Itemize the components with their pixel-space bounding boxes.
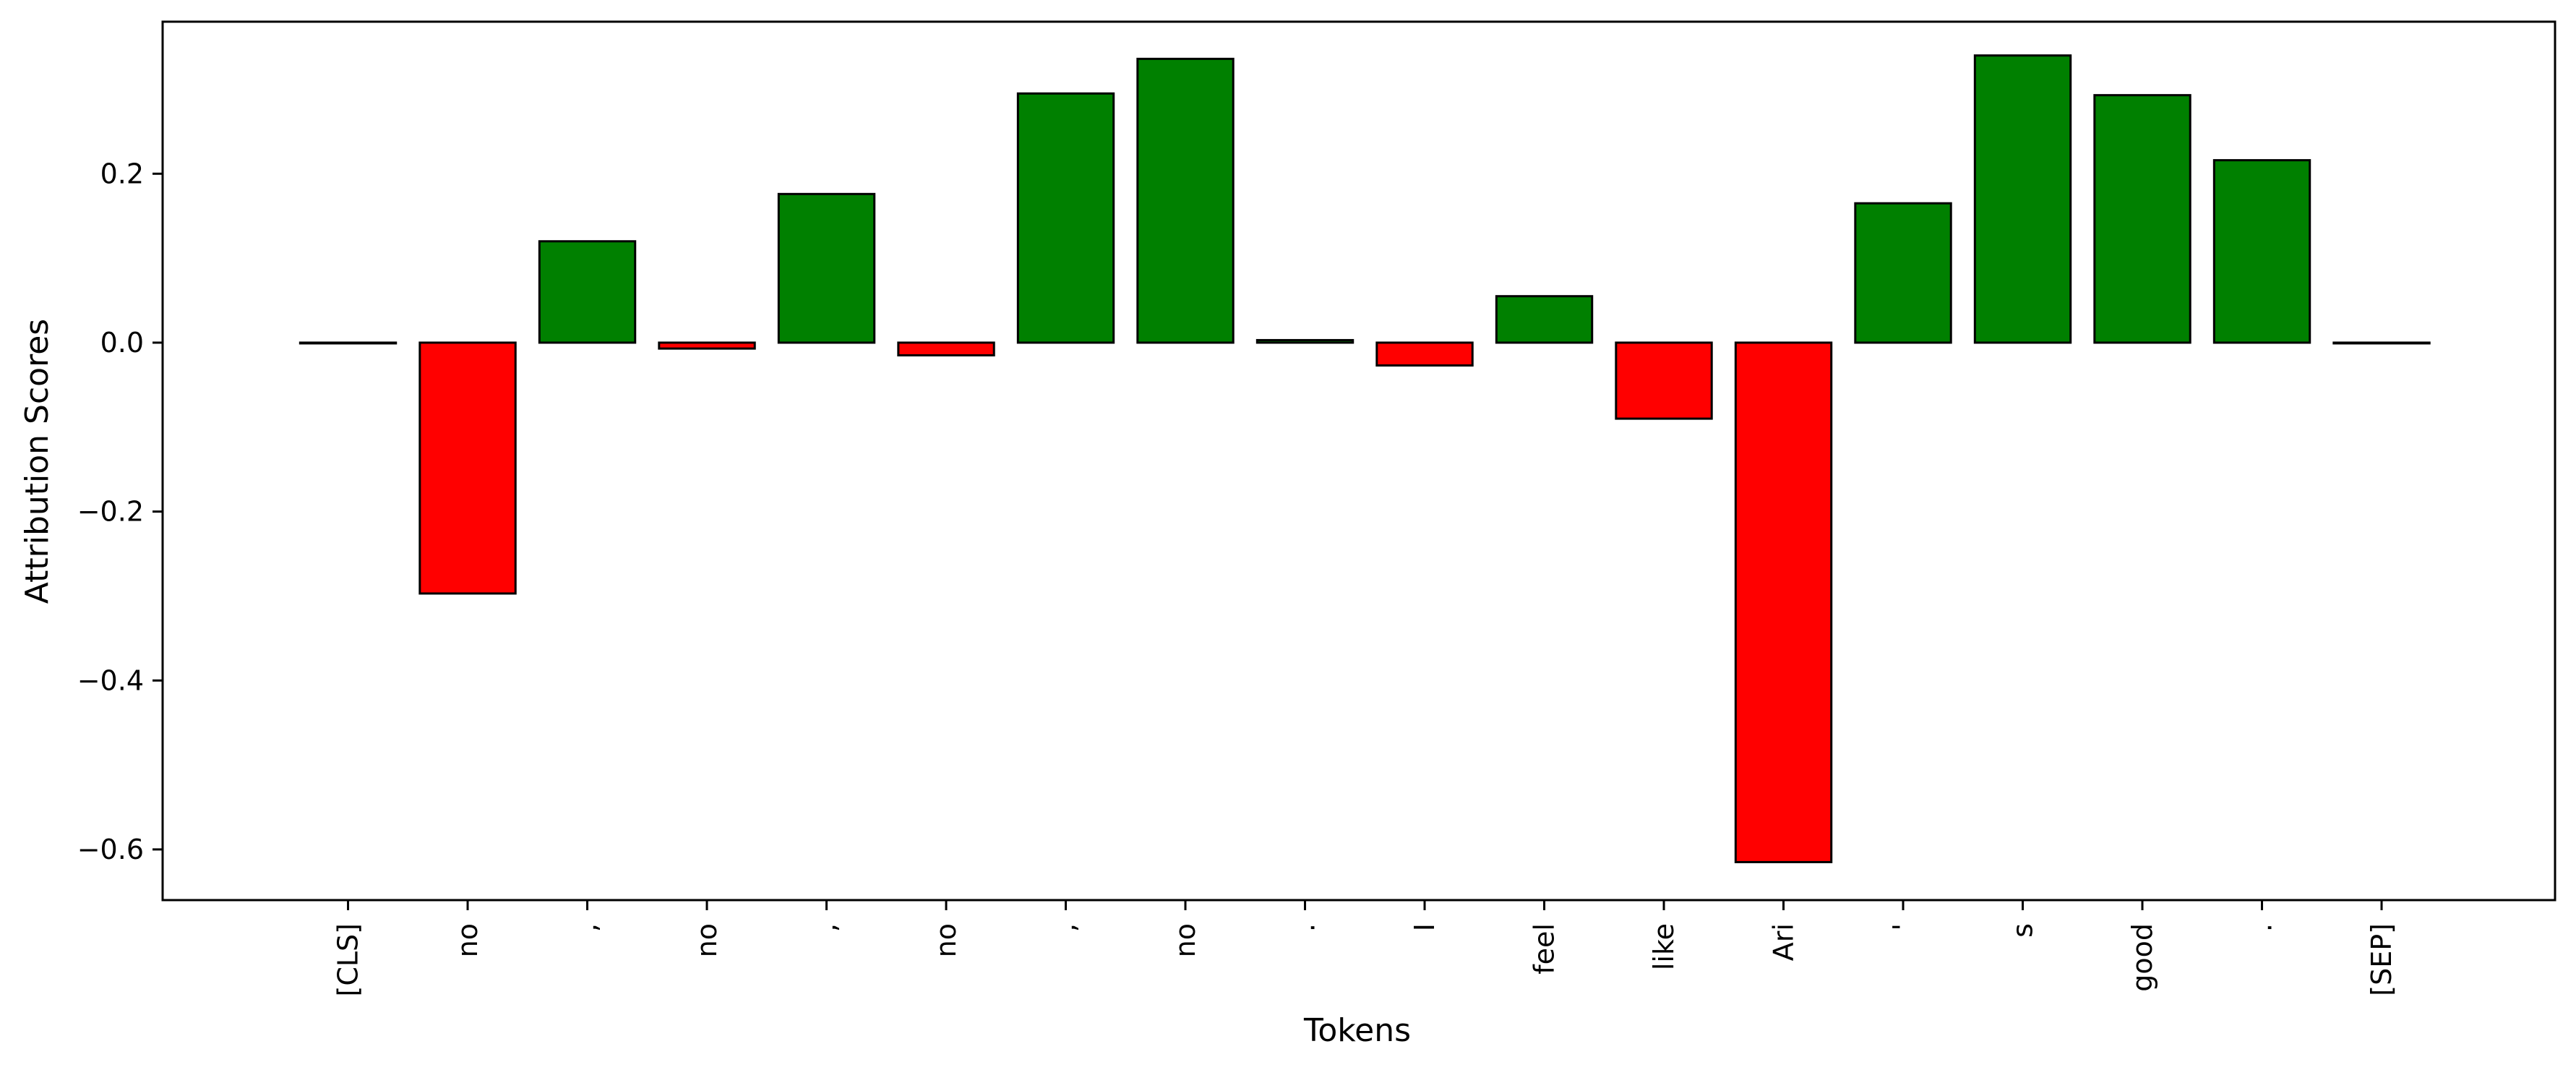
x-tick-label: ' — [1887, 923, 1919, 930]
bar — [1734, 341, 1833, 863]
x-tick-label: [SEP] — [2366, 923, 2397, 996]
x-tick-label: , — [811, 923, 843, 932]
x-tick-label: s — [2007, 923, 2039, 938]
bar — [1495, 295, 1594, 344]
bar — [1854, 202, 1952, 344]
bar — [2212, 159, 2311, 344]
x-tick-label: no — [930, 923, 962, 957]
bar — [658, 341, 756, 350]
bar — [897, 341, 995, 356]
y-tick-label: 0.2 — [100, 158, 144, 189]
bar — [777, 192, 876, 344]
bar — [1973, 54, 2072, 344]
y-axis-label: Attribution Scores — [19, 319, 56, 604]
bar — [2093, 94, 2191, 344]
y-tick-label: −0.6 — [77, 834, 144, 865]
y-axis-title: Attribution Scores — [19, 319, 56, 604]
bar — [1136, 57, 1235, 344]
y-tick-label: −0.2 — [77, 496, 144, 528]
x-tick-label: [CLS] — [332, 923, 364, 996]
x-tick-label: good — [2126, 923, 2158, 992]
y-tick-label: 0.0 — [100, 327, 144, 359]
bar — [1615, 341, 1713, 420]
y-tick-label: −0.4 — [77, 664, 144, 696]
bar — [418, 341, 517, 595]
x-axis-title: Tokens — [1303, 1012, 1411, 1049]
x-tick-label: . — [1289, 923, 1321, 932]
x-tick-label: . — [2246, 923, 2278, 932]
x-tick-label: Ari — [1768, 923, 1800, 961]
x-tick-label: like — [1648, 923, 1680, 970]
x-tick-label: I — [1409, 923, 1441, 931]
bar — [1255, 338, 1354, 344]
x-tick-label: no — [452, 923, 484, 957]
x-tick-label: feel — [1529, 923, 1560, 975]
x-tick-label: , — [572, 923, 604, 932]
x-tick-label: , — [1050, 923, 1082, 932]
x-tick-label: no — [691, 923, 723, 957]
plot-frame — [161, 20, 2556, 902]
bar — [1016, 92, 1115, 344]
x-tick-label: no — [1169, 923, 1201, 957]
bar — [538, 240, 637, 344]
bar — [1375, 341, 1474, 367]
x-axis-label: Tokens — [1303, 1012, 1411, 1049]
